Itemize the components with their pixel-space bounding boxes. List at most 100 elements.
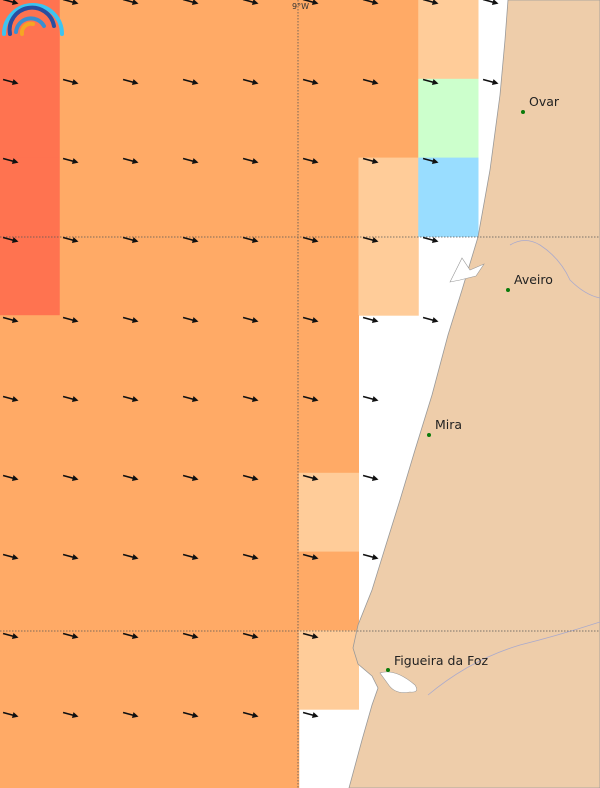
wind-arrow-icon bbox=[62, 316, 79, 323]
wind-arrow-icon bbox=[2, 395, 19, 402]
wind-arrow-icon bbox=[242, 632, 259, 639]
grid-cell bbox=[239, 394, 300, 474]
wind-arrow-icon bbox=[122, 553, 139, 560]
grid-cell bbox=[179, 0, 240, 80]
wind-arrow-icon bbox=[362, 236, 379, 243]
wind-arrow-icon bbox=[362, 474, 379, 481]
grid-cell bbox=[59, 0, 120, 80]
wind-arrow-icon bbox=[122, 0, 139, 5]
grid-cell bbox=[59, 78, 120, 159]
city-marker-aveiro bbox=[506, 288, 510, 292]
wind-arrow-icon bbox=[302, 474, 319, 481]
wind-arrow-icon bbox=[422, 78, 439, 85]
grid-cell bbox=[239, 315, 300, 395]
wind-arrow-icon bbox=[62, 395, 79, 402]
grid-cell bbox=[298, 157, 359, 237]
wind-arrow-icon bbox=[242, 78, 259, 85]
grid-cell bbox=[0, 157, 61, 237]
wind-arrow-icon bbox=[302, 711, 319, 718]
wind-arrow-icon bbox=[122, 316, 139, 323]
wind-arrow-icon bbox=[242, 0, 259, 5]
wind-arrow-icon bbox=[62, 78, 79, 85]
grid-cell bbox=[298, 551, 359, 631]
grid-cell bbox=[0, 315, 61, 395]
grid-cell bbox=[119, 630, 180, 710]
grid-cell bbox=[119, 472, 180, 553]
grid-cell bbox=[0, 236, 61, 316]
grid-cell bbox=[298, 78, 359, 159]
grid-cell bbox=[418, 157, 479, 237]
grid-cell bbox=[239, 236, 300, 316]
city-marker-figueira-da-foz bbox=[386, 668, 390, 672]
aveiro-lagoon bbox=[449, 257, 485, 283]
wind-arrow-icon bbox=[2, 553, 19, 560]
grid-cell bbox=[239, 78, 300, 159]
wind-arrow-icon bbox=[242, 553, 259, 560]
mondego-estuary bbox=[379, 671, 417, 693]
city-label-figueira-da-foz: Figueira da Foz bbox=[394, 653, 489, 668]
wind-arrow-icon bbox=[302, 316, 319, 323]
wind-arrow-icon bbox=[242, 474, 259, 481]
city-marker-ovar bbox=[521, 110, 525, 114]
wind-arrow-icon bbox=[2, 474, 19, 481]
grid-cell bbox=[0, 709, 61, 788]
wind-arrow-icon bbox=[2, 157, 19, 164]
grid-cell bbox=[239, 157, 300, 237]
wind-arrow-icon bbox=[122, 711, 139, 718]
grid-cell bbox=[0, 630, 61, 710]
wind-arrow-icon bbox=[182, 157, 199, 164]
wind-arrow-icon bbox=[302, 395, 319, 402]
city-label-aveiro: Aveiro bbox=[514, 272, 553, 287]
grid-cell bbox=[119, 551, 180, 631]
wind-arrow-icon bbox=[362, 395, 379, 402]
grid-cell bbox=[59, 472, 120, 553]
river bbox=[427, 621, 600, 696]
wind-arrow-icon bbox=[302, 78, 319, 85]
grid-cell bbox=[59, 394, 120, 474]
grid-cell bbox=[119, 78, 180, 159]
river bbox=[509, 240, 600, 299]
wind-arrow-icon bbox=[122, 236, 139, 243]
grid-cell bbox=[298, 472, 359, 553]
grid-cell bbox=[179, 78, 240, 159]
grid-cell bbox=[0, 394, 61, 474]
wind-arrow-icon bbox=[122, 632, 139, 639]
wind-arrow-icon bbox=[242, 395, 259, 402]
grid-cell bbox=[179, 236, 240, 316]
grid-cell bbox=[179, 157, 240, 237]
grid-cell bbox=[239, 709, 300, 788]
grid-cell bbox=[298, 236, 359, 316]
wind-arrow-icon bbox=[2, 632, 19, 639]
grid-cell bbox=[59, 236, 120, 316]
wind-arrow-icon bbox=[302, 157, 319, 164]
wind-arrow-icon bbox=[362, 0, 379, 5]
wind-arrow-icon bbox=[62, 0, 79, 5]
wind-arrow-icon bbox=[482, 0, 499, 5]
wind-arrow-icon bbox=[182, 0, 199, 5]
wind-arrow-icon bbox=[122, 157, 139, 164]
grid-cell bbox=[298, 0, 359, 80]
grid-cell bbox=[59, 709, 120, 788]
grid-cell bbox=[0, 551, 61, 631]
wind-arrow-icon bbox=[422, 0, 439, 5]
grid-cell bbox=[358, 78, 419, 159]
wind-arrow-icon bbox=[62, 632, 79, 639]
city-label-ovar: Ovar bbox=[529, 94, 560, 109]
wind-arrow-icon bbox=[62, 157, 79, 164]
rainbow-logo-icon bbox=[2, 3, 64, 36]
wind-arrow-icon bbox=[302, 553, 319, 560]
wind-arrow-icon bbox=[182, 632, 199, 639]
city-marker-mira bbox=[427, 433, 431, 437]
grid-cell bbox=[59, 630, 120, 710]
wind-arrow-icon bbox=[242, 236, 259, 243]
grid-cell bbox=[179, 315, 240, 395]
grid-cell bbox=[179, 394, 240, 474]
grid-cell bbox=[298, 630, 359, 710]
wind-arrow-icon bbox=[182, 474, 199, 481]
grid-cell bbox=[179, 551, 240, 631]
wind-arrow-icon bbox=[62, 236, 79, 243]
grid-cell bbox=[59, 315, 120, 395]
wind-arrow-icon bbox=[122, 78, 139, 85]
